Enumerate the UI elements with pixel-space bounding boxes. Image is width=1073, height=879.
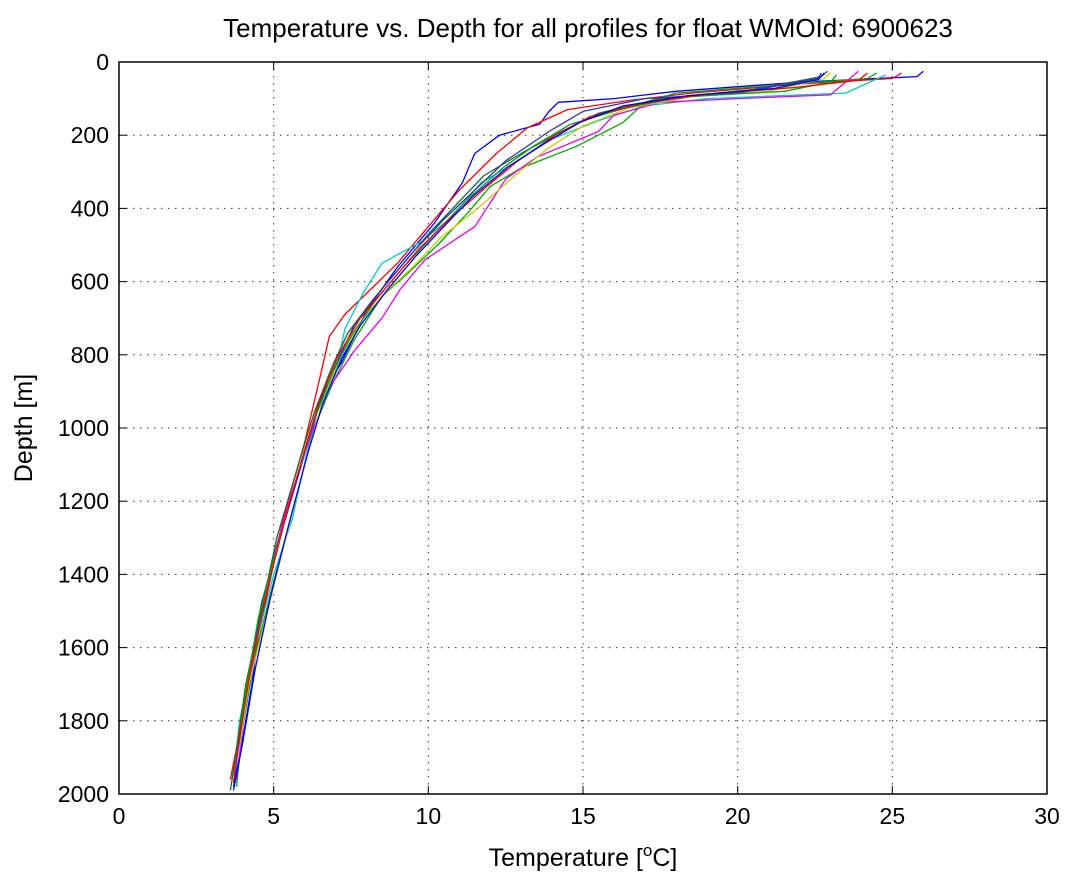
- y-tick-label: 1000: [58, 415, 109, 441]
- x-tick-label: 0: [113, 803, 126, 829]
- y-tick-labels: 0 200 400 600 800 1000 1200 1400 1600 1800 2000: [58, 49, 109, 807]
- profile-line-5: [235, 70, 859, 780]
- x-tick-labels: 0 5 10 15 20 25 30: [113, 803, 1060, 829]
- y-tick-label: 1400: [58, 561, 109, 587]
- y-tick-label: 1200: [58, 488, 109, 514]
- y-axis-label: Depth [m]: [10, 374, 38, 482]
- y-tick-label: 0: [96, 49, 109, 75]
- y-tick-label: 1800: [58, 708, 109, 734]
- y-tick-label: 600: [71, 269, 109, 295]
- y-tick-label: 2000: [58, 781, 109, 807]
- series-group: [229, 70, 924, 791]
- chart-title: Temperature vs. Depth for all profiles f…: [223, 13, 953, 43]
- x-tick-label: 20: [725, 803, 751, 829]
- profile-line-11: [232, 72, 825, 791]
- y-tick-label: 200: [71, 122, 109, 148]
- y-tick-label: 1600: [58, 635, 109, 661]
- tick-marks: [118, 61, 1048, 795]
- y-tick-label: 800: [71, 342, 109, 368]
- x-axis-label: Temperature [oC]: [489, 841, 678, 872]
- x-tick-label: 10: [416, 803, 442, 829]
- x-tick-label: 5: [267, 803, 280, 829]
- profile-line-10: [232, 72, 869, 784]
- x-tick-label: 25: [880, 803, 906, 829]
- x-tick-label: 15: [570, 803, 596, 829]
- x-tick-label: 30: [1034, 803, 1060, 829]
- y-tick-label: 400: [71, 195, 109, 221]
